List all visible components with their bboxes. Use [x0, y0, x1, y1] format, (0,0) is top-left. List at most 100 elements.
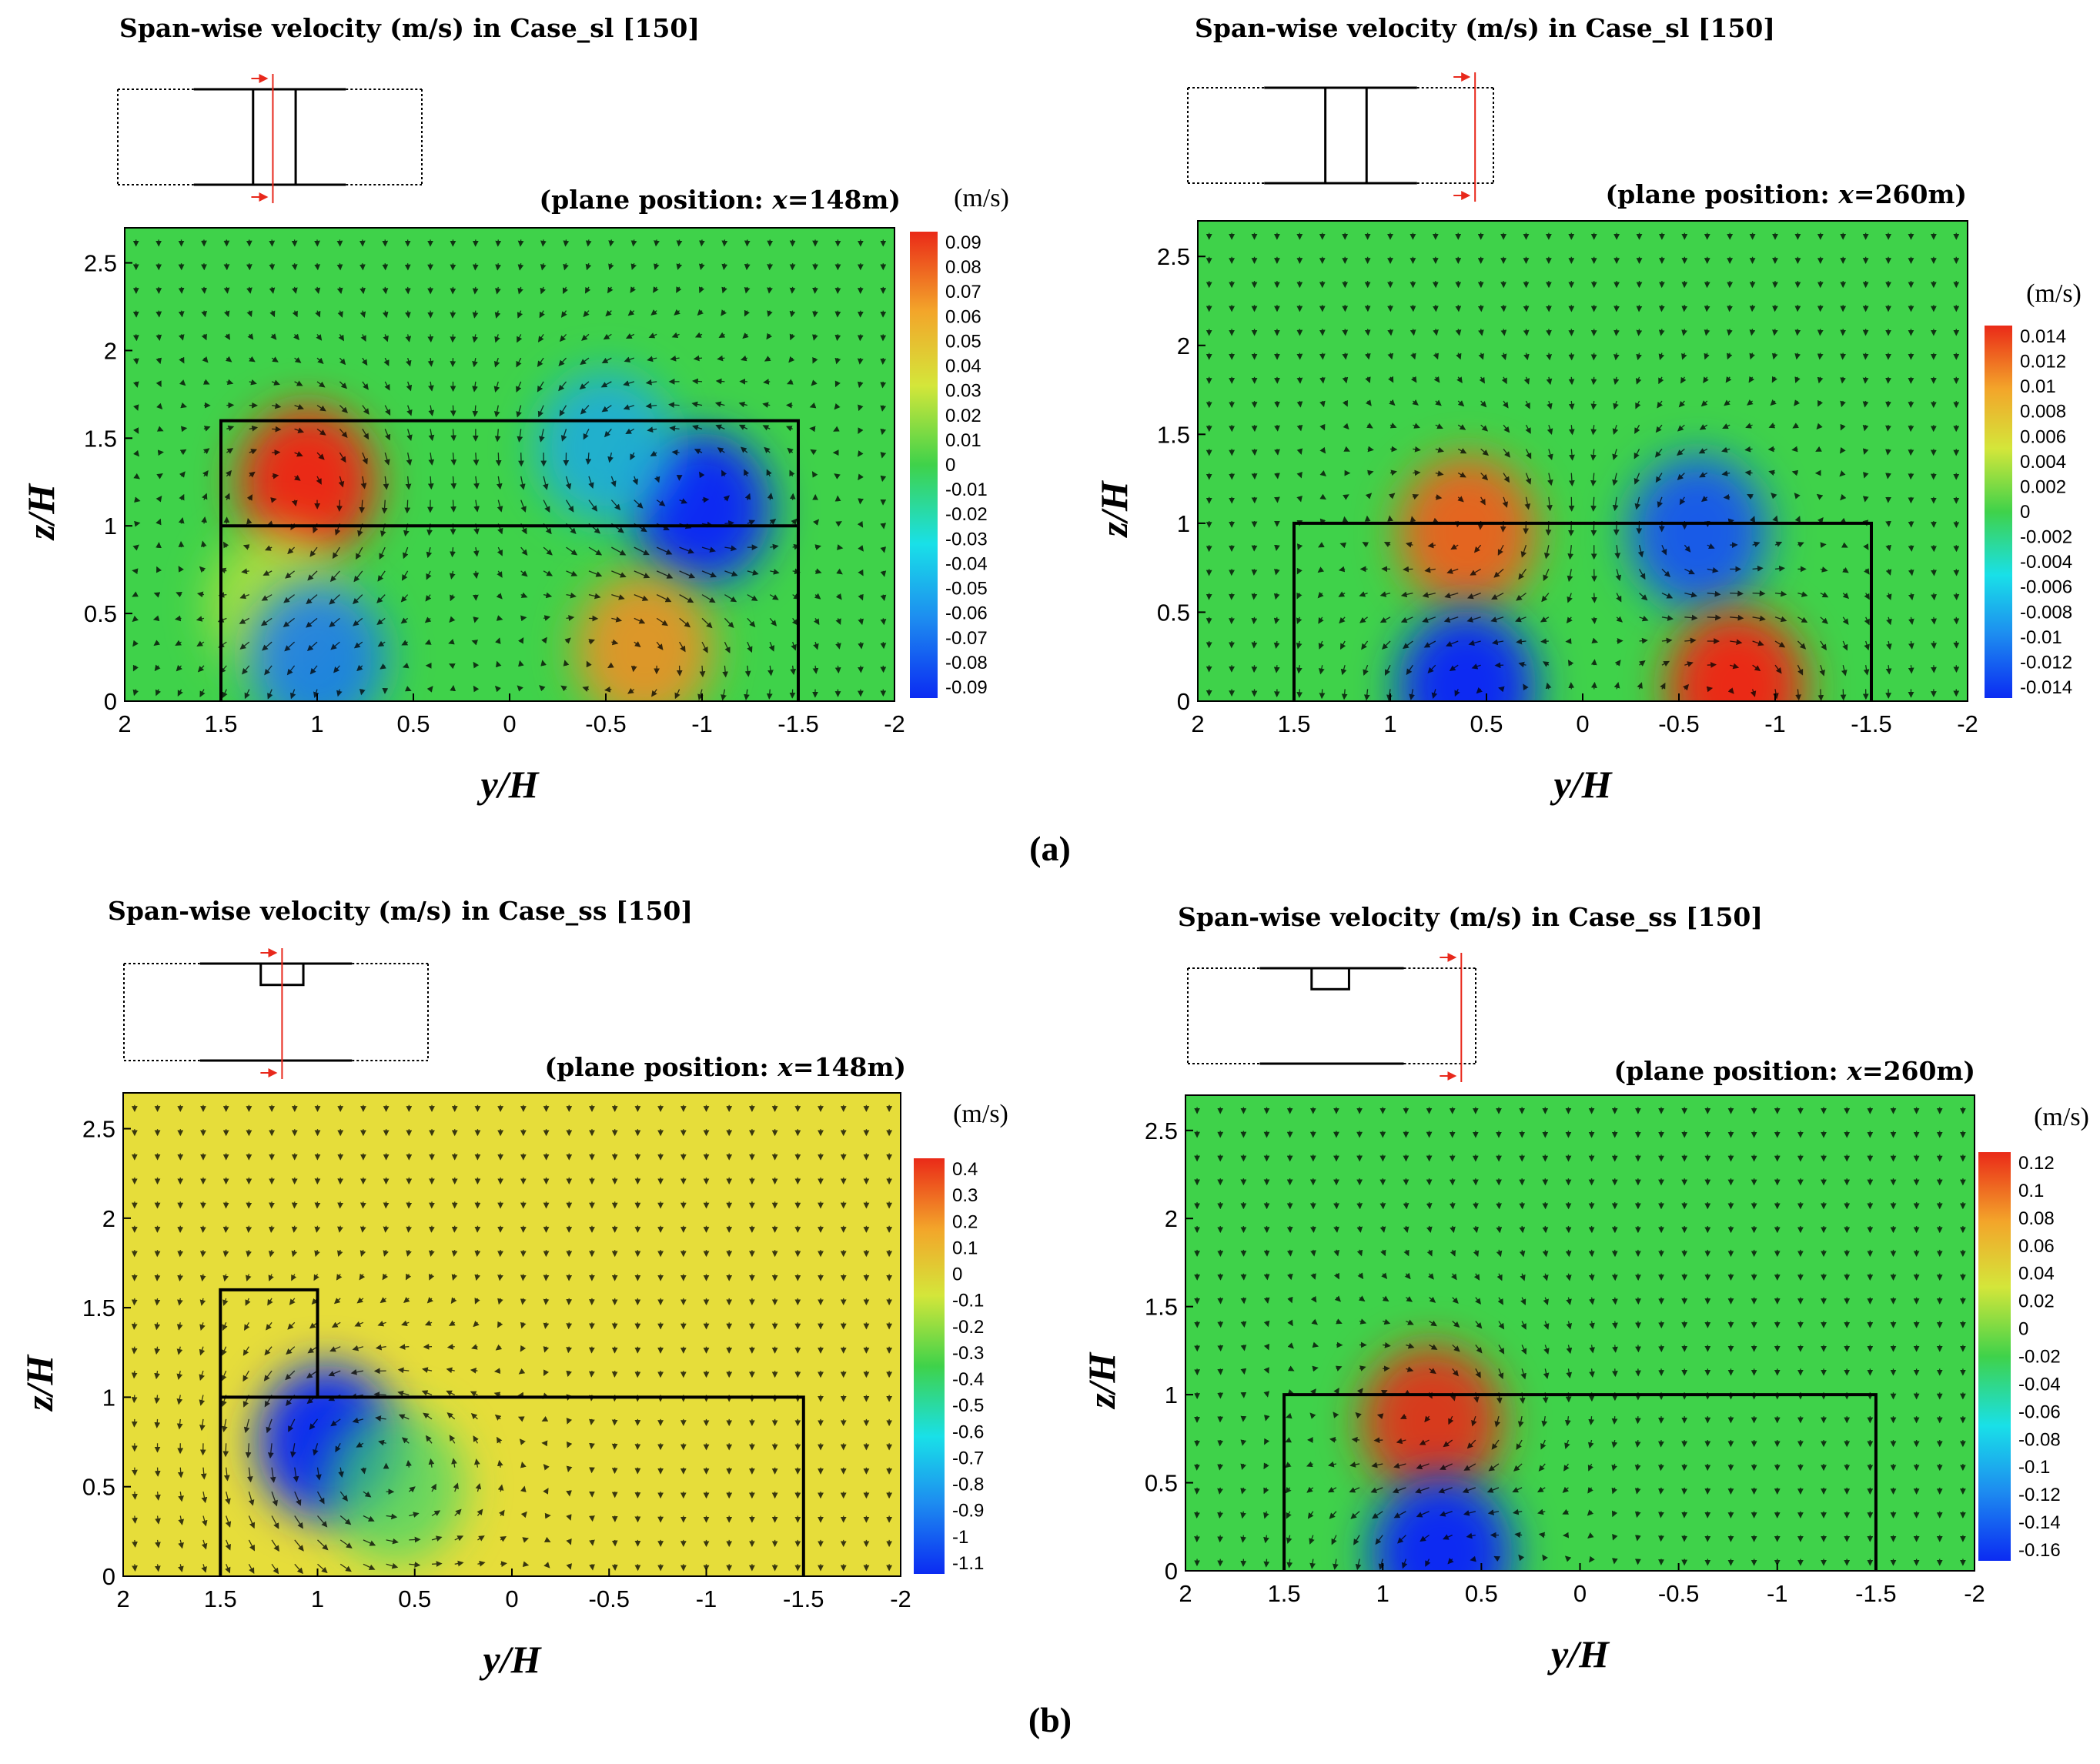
colorbar-label: -0.06 [945, 603, 988, 624]
velocity-vector [202, 356, 209, 363]
velocity-vector [473, 661, 480, 669]
velocity-vector [133, 473, 140, 479]
field-background [1198, 221, 1968, 701]
velocity-vector [656, 641, 664, 650]
field-background [1185, 1095, 1975, 1571]
colorbar-label: 0.006 [2020, 426, 2066, 447]
velocity-vector [1635, 1345, 1641, 1353]
velocity-vector [1546, 329, 1552, 336]
velocity-vector [654, 262, 660, 270]
x-axis-label: y/H [480, 1638, 543, 1681]
velocity-vector [1310, 1225, 1316, 1233]
velocity-vector [1752, 590, 1766, 596]
velocity-vector [744, 689, 750, 700]
velocity-vector [679, 546, 695, 554]
colorbar-label: -0.03 [945, 529, 988, 550]
colorbar-label: 0.01 [2020, 376, 2056, 397]
velocity-vector [624, 356, 634, 362]
x-tick-label: -2 [884, 710, 905, 737]
velocity-vector [763, 379, 771, 385]
velocity-vector [516, 405, 522, 418]
colorbar-label: -0.8 [952, 1475, 984, 1495]
colorbar-label: 0.1 [2018, 1181, 2044, 1201]
colorbar-label: -0.012 [2020, 652, 2072, 673]
velocity-vector [738, 401, 747, 408]
velocity-vector [200, 540, 207, 548]
velocity-vector [246, 517, 252, 525]
velocity-vector [1387, 515, 1393, 522]
inset-tower [1310, 967, 1350, 991]
velocity-vector [721, 469, 727, 477]
velocity-vector [1251, 569, 1258, 576]
x-axis-label: y/H [1550, 763, 1613, 806]
velocity-vector [154, 1467, 161, 1477]
velocity-vector [249, 379, 257, 386]
velocity-vector [329, 570, 340, 583]
y-tick-label: 1.5 [82, 1295, 115, 1321]
velocity-vector [1588, 1249, 1595, 1258]
y-axis-var: z [1080, 1393, 1123, 1410]
velocity-vector [1612, 1321, 1618, 1329]
velocity-vector [698, 262, 705, 270]
velocity-vector [764, 446, 771, 453]
colorbar-label: 0.04 [945, 356, 981, 377]
colorbar-label: 0.1 [952, 1238, 978, 1258]
velocity-vector [588, 499, 598, 512]
velocity-blob [1629, 455, 1767, 610]
velocity-vector [269, 286, 276, 294]
velocity-vector [1477, 305, 1484, 312]
velocity-vector [744, 493, 751, 500]
velocity-vector [156, 426, 164, 432]
velocity-vector [791, 641, 797, 651]
velocity-vector [155, 689, 162, 697]
velocity-vector [202, 493, 208, 500]
y-axis-var: z [18, 1395, 61, 1412]
velocity-vector [517, 429, 523, 443]
velocity-vector [630, 452, 636, 460]
velocity-vector [623, 380, 634, 386]
velocity-vector [1612, 1368, 1618, 1378]
chart-title: Span-wise velocity (m/s) in Case_sl [150… [119, 13, 700, 43]
colorbar-label: -1.1 [952, 1553, 984, 1574]
colorbar-label: 0.05 [945, 331, 981, 352]
velocity-vector [580, 405, 590, 415]
vector-field [132, 239, 887, 701]
velocity-vector [225, 356, 232, 362]
velocity-vector [715, 378, 725, 385]
velocity-vector [471, 640, 479, 646]
velocity-vector [648, 332, 657, 339]
velocity-vector [699, 665, 706, 678]
velocity-vector [404, 686, 412, 692]
velocity-vector [563, 262, 569, 271]
velocity-vector [671, 332, 680, 339]
velocity-vector [566, 570, 578, 576]
y-axis-label: z/H [1080, 1351, 1123, 1410]
velocity-vector [1496, 1201, 1502, 1210]
velocity-vector [767, 286, 773, 294]
velocity-vector [580, 357, 590, 366]
velocity-vector [384, 429, 391, 441]
velocity-vector [586, 660, 592, 668]
x-axis-var: y [477, 763, 499, 806]
y-axis-var: z [1092, 522, 1135, 539]
velocity-vector [697, 309, 704, 316]
velocity-vector [692, 378, 703, 385]
velocity-vector [565, 476, 572, 490]
velocity-vector [608, 239, 614, 247]
velocity-vector [517, 310, 523, 319]
colorbar-label: -0.5 [952, 1395, 984, 1416]
velocity-vector [634, 617, 646, 624]
colorbar-label: -0.02 [2018, 1347, 2061, 1368]
velocity-vector [356, 664, 363, 672]
velocity-vector [605, 309, 612, 317]
velocity-vector [309, 665, 318, 675]
velocity-vector [585, 262, 592, 271]
velocity-vector [543, 546, 553, 556]
velocity-vector [226, 469, 232, 477]
velocity-vector [314, 263, 321, 271]
velocity-vector [380, 663, 386, 670]
velocity-vector [155, 380, 162, 387]
velocity-vector [360, 476, 367, 489]
subfigure-label-a: (a) [1029, 829, 1071, 868]
velocity-vector [376, 617, 386, 626]
